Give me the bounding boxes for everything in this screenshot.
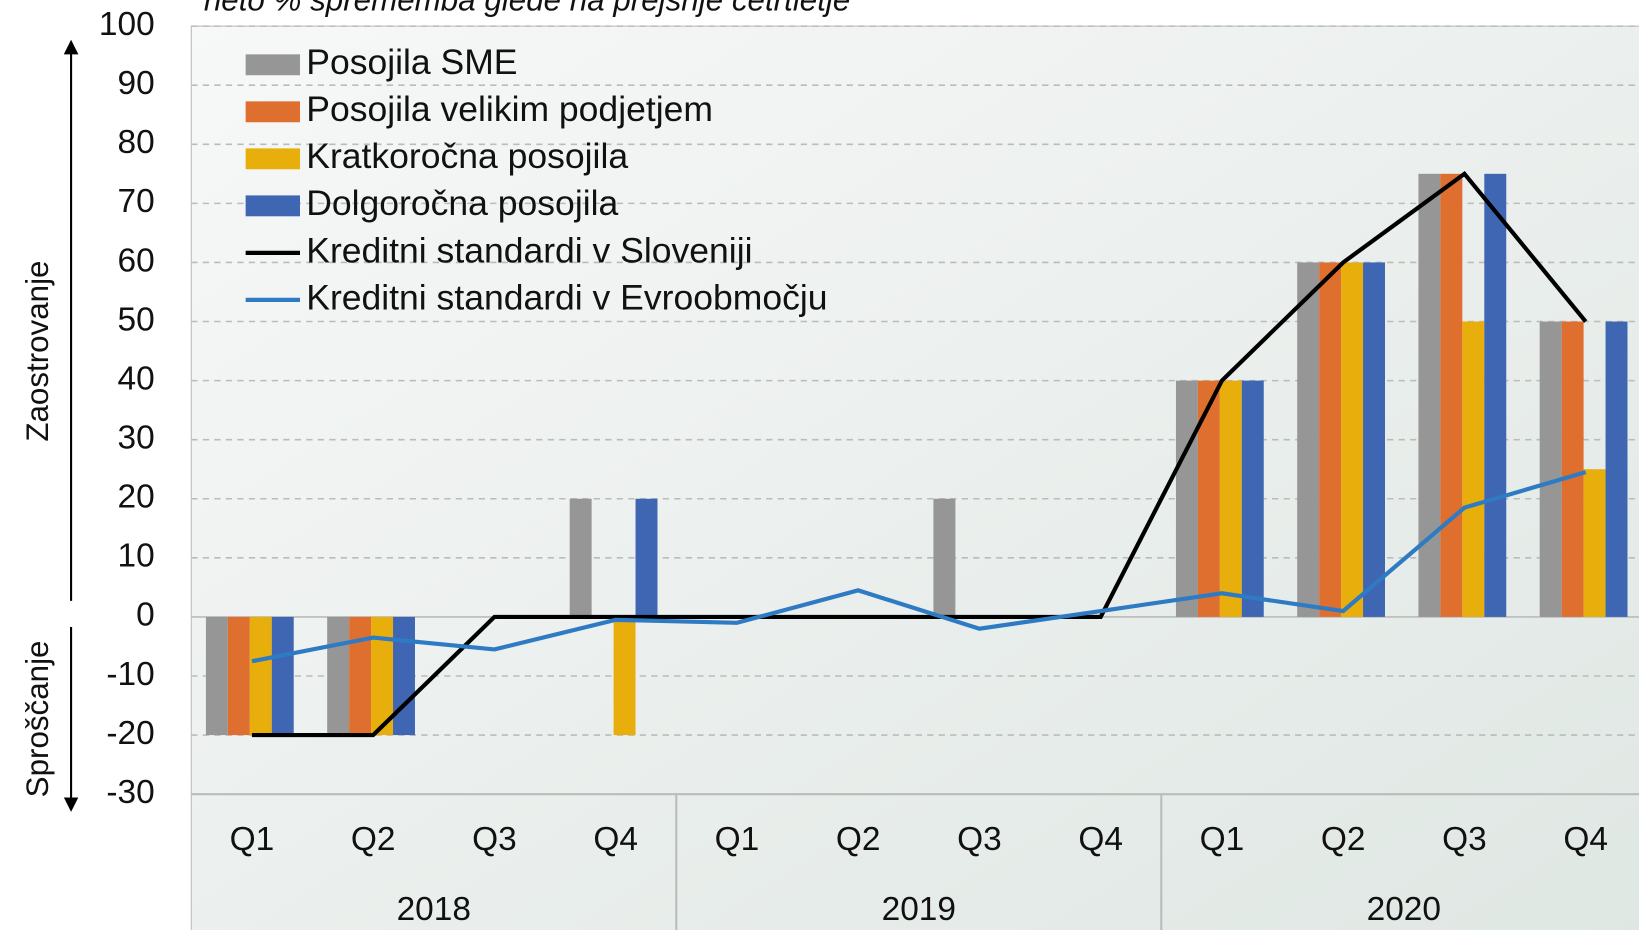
bar [1197, 380, 1220, 617]
legend-swatch [245, 101, 300, 123]
y-tick-label: 0 [136, 597, 155, 634]
bar [1418, 173, 1441, 617]
bar [1539, 321, 1562, 617]
x-tick-label: Q4 [1078, 821, 1123, 858]
plot-area [190, 25, 1639, 930]
x-tick-label: Q1 [230, 821, 275, 858]
bar [1341, 262, 1364, 617]
bar [1241, 380, 1264, 617]
legend-swatch [245, 195, 300, 217]
y-tick-label: 10 [117, 538, 154, 575]
legend-label: Kreditni standardi v Sloveniji [306, 230, 752, 270]
bar [1462, 321, 1485, 617]
bar [1363, 262, 1385, 617]
bar [613, 616, 636, 736]
y-tick-label: 50 [117, 301, 154, 338]
y-tick-label: 90 [117, 65, 154, 102]
bar [1440, 173, 1463, 617]
bar [249, 616, 272, 736]
group-label: 2018 [397, 891, 471, 928]
bar [933, 498, 956, 617]
bar [371, 616, 394, 736]
y-tick-label: 40 [117, 360, 154, 397]
group-label: 2020 [1367, 891, 1441, 928]
x-tick-label: Q4 [593, 821, 638, 858]
bar [327, 616, 350, 736]
x-tick-label: Q3 [472, 821, 517, 858]
bar [1484, 173, 1507, 617]
bar [227, 616, 250, 736]
y-tick-label: -30 [106, 774, 154, 811]
y-tick-label: -20 [106, 715, 154, 752]
bar [1319, 262, 1342, 617]
group-label: 2019 [882, 891, 956, 928]
x-tick-label: Q2 [836, 821, 881, 858]
bar [205, 616, 228, 736]
y-tick-label: 20 [117, 479, 154, 516]
bar [393, 616, 415, 736]
bar [1605, 321, 1628, 617]
x-tick-label: Q3 [1442, 821, 1487, 858]
line [251, 170, 1588, 738]
bar [569, 498, 592, 617]
legend-label: Posojila SME [306, 42, 517, 82]
bar [635, 498, 658, 617]
y-tick-label: 80 [117, 124, 154, 161]
bar [1561, 321, 1584, 617]
subtitle: neto % sprememba glede na prejšnje četrt… [204, 0, 850, 17]
bar [1583, 469, 1606, 617]
legend-swatch [245, 54, 300, 76]
bar [1175, 380, 1198, 617]
legend-label: Dolgoročna posojila [306, 183, 618, 223]
y-tick-label: 30 [117, 420, 154, 457]
y-tick-label: 100 [99, 6, 155, 43]
x-tick-label: Q2 [1321, 821, 1366, 858]
x-tick-label: Q1 [1200, 821, 1245, 858]
y-tick-label: 70 [117, 183, 154, 220]
x-tick-label: Q3 [957, 821, 1002, 858]
y-label-up: Zaostrovanje [20, 261, 55, 442]
legend-label: Kreditni standardi v Evroobmočju [306, 277, 827, 317]
x-tick-label: Q2 [351, 821, 396, 858]
y-tick-label: 60 [117, 242, 154, 279]
legend-label: Posojila velikim podjetjem [306, 89, 713, 129]
x-tick-label: Q1 [715, 821, 760, 858]
bar [271, 616, 294, 736]
x-tick-label: Q4 [1563, 821, 1608, 858]
legend-swatch [245, 148, 300, 170]
y-tick-label: -10 [106, 656, 154, 693]
legend-label: Kratkoročna posojila [306, 136, 628, 176]
bar [1219, 380, 1242, 617]
y-label-down: Sproščanje [20, 641, 55, 798]
bar [349, 616, 372, 736]
line [251, 470, 1587, 664]
bar [1297, 262, 1320, 617]
